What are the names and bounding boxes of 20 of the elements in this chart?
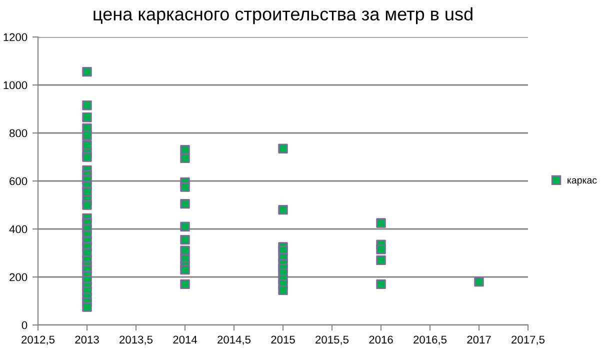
x-tick-label: 2012,5 (22, 336, 55, 345)
x-tick-label: 2016 (369, 336, 393, 344)
y-tick-label: 200 (10, 273, 28, 282)
y-tick-label: 1000 (4, 81, 28, 90)
y-tick-label: 0 (22, 321, 28, 330)
y-tick-label: 800 (10, 129, 28, 138)
legend-label: каркас (568, 178, 597, 186)
y-tick-label: 1200 (4, 33, 28, 42)
x-tick-label: 2014,5 (218, 336, 251, 345)
y-tick-label: 400 (9, 225, 28, 234)
x-tick-label: 2013 (75, 336, 99, 344)
x-tick-label: 2017 (467, 336, 491, 344)
x-tick-label: 2015,5 (316, 336, 349, 345)
chart-title: цена каркасного строительства за метр в usd (94, 7, 472, 24)
x-tick-label: 2015 (271, 336, 295, 344)
x-tick-label: 2016,5 (414, 336, 447, 345)
y-tick-label: 600 (10, 177, 28, 186)
x-tick-label: 2017,5 (512, 336, 545, 345)
x-tick-label: 2013,5 (120, 336, 153, 345)
x-tick-label: 2014 (173, 336, 198, 344)
